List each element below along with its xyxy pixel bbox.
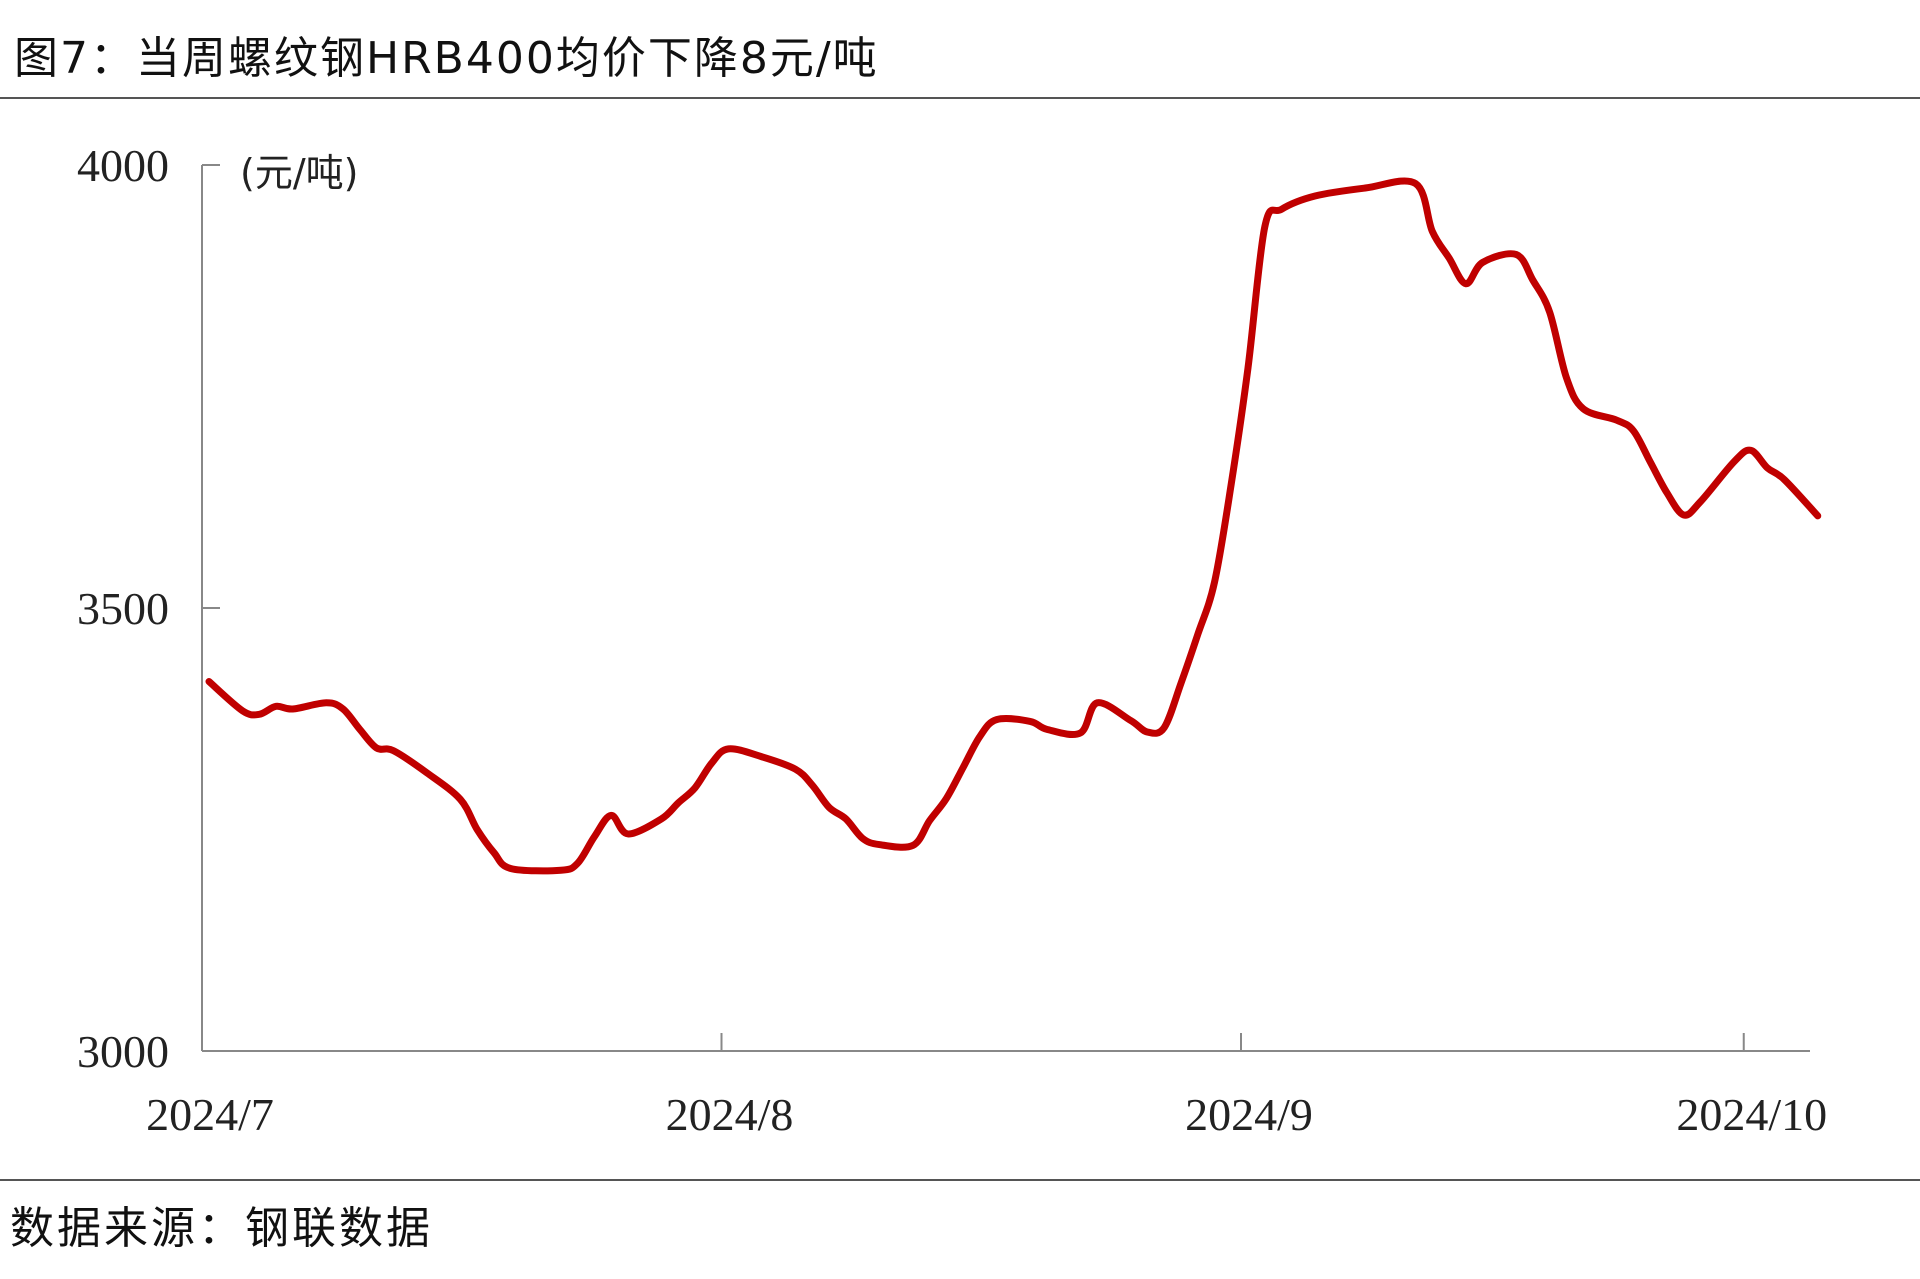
series (205, 177, 1822, 875)
top-divider (0, 97, 1920, 99)
x-tick-label: 2024/8 (666, 1089, 794, 1140)
chart-title: 图7：当周螺纹钢HRB400均价下降8元/吨 (14, 33, 879, 84)
axes: 3000 3500 4000 2024/7 2024/8 2024/9 2024/10 (77, 140, 1827, 1140)
x-tick-label: 2024/9 (1185, 1089, 1313, 1140)
x-tick-label: 2024/10 (1676, 1089, 1827, 1140)
y-tick-label: 4000 (77, 140, 169, 191)
y-tick-label: 3500 (77, 583, 169, 634)
source-note: 数据来源：钢联数据 (10, 1203, 433, 1254)
x-tick-label: 2024/7 (146, 1089, 274, 1140)
y-tick-label: 3000 (77, 1026, 169, 1077)
bottom-divider (0, 1179, 1920, 1181)
price-line (205, 177, 1822, 875)
y-unit-label: (元/吨) (240, 151, 358, 195)
